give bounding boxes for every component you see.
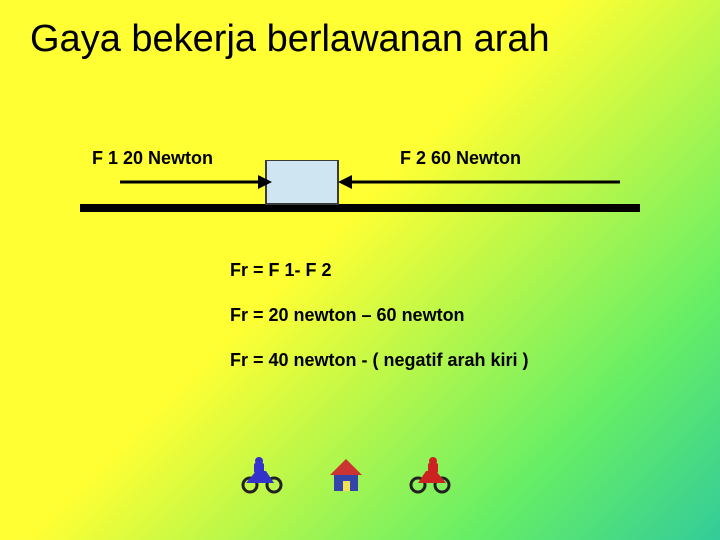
page-title: Gaya bekerja berlawanan arah <box>30 18 550 61</box>
nav-icons <box>240 455 452 495</box>
block <box>266 160 338 204</box>
equation-1: Fr = F 1- F 2 <box>230 260 332 281</box>
motorbike-left-icon[interactable] <box>240 455 284 495</box>
home-icon[interactable] <box>324 455 368 495</box>
f2-arrow-head <box>338 175 352 189</box>
force-diagram <box>80 160 640 220</box>
equation-2: Fr = 20 newton – 60 newton <box>230 305 465 326</box>
motorbike-right-icon[interactable] <box>408 455 452 495</box>
equation-3: Fr = 40 newton - ( negatif arah kiri ) <box>230 350 529 371</box>
